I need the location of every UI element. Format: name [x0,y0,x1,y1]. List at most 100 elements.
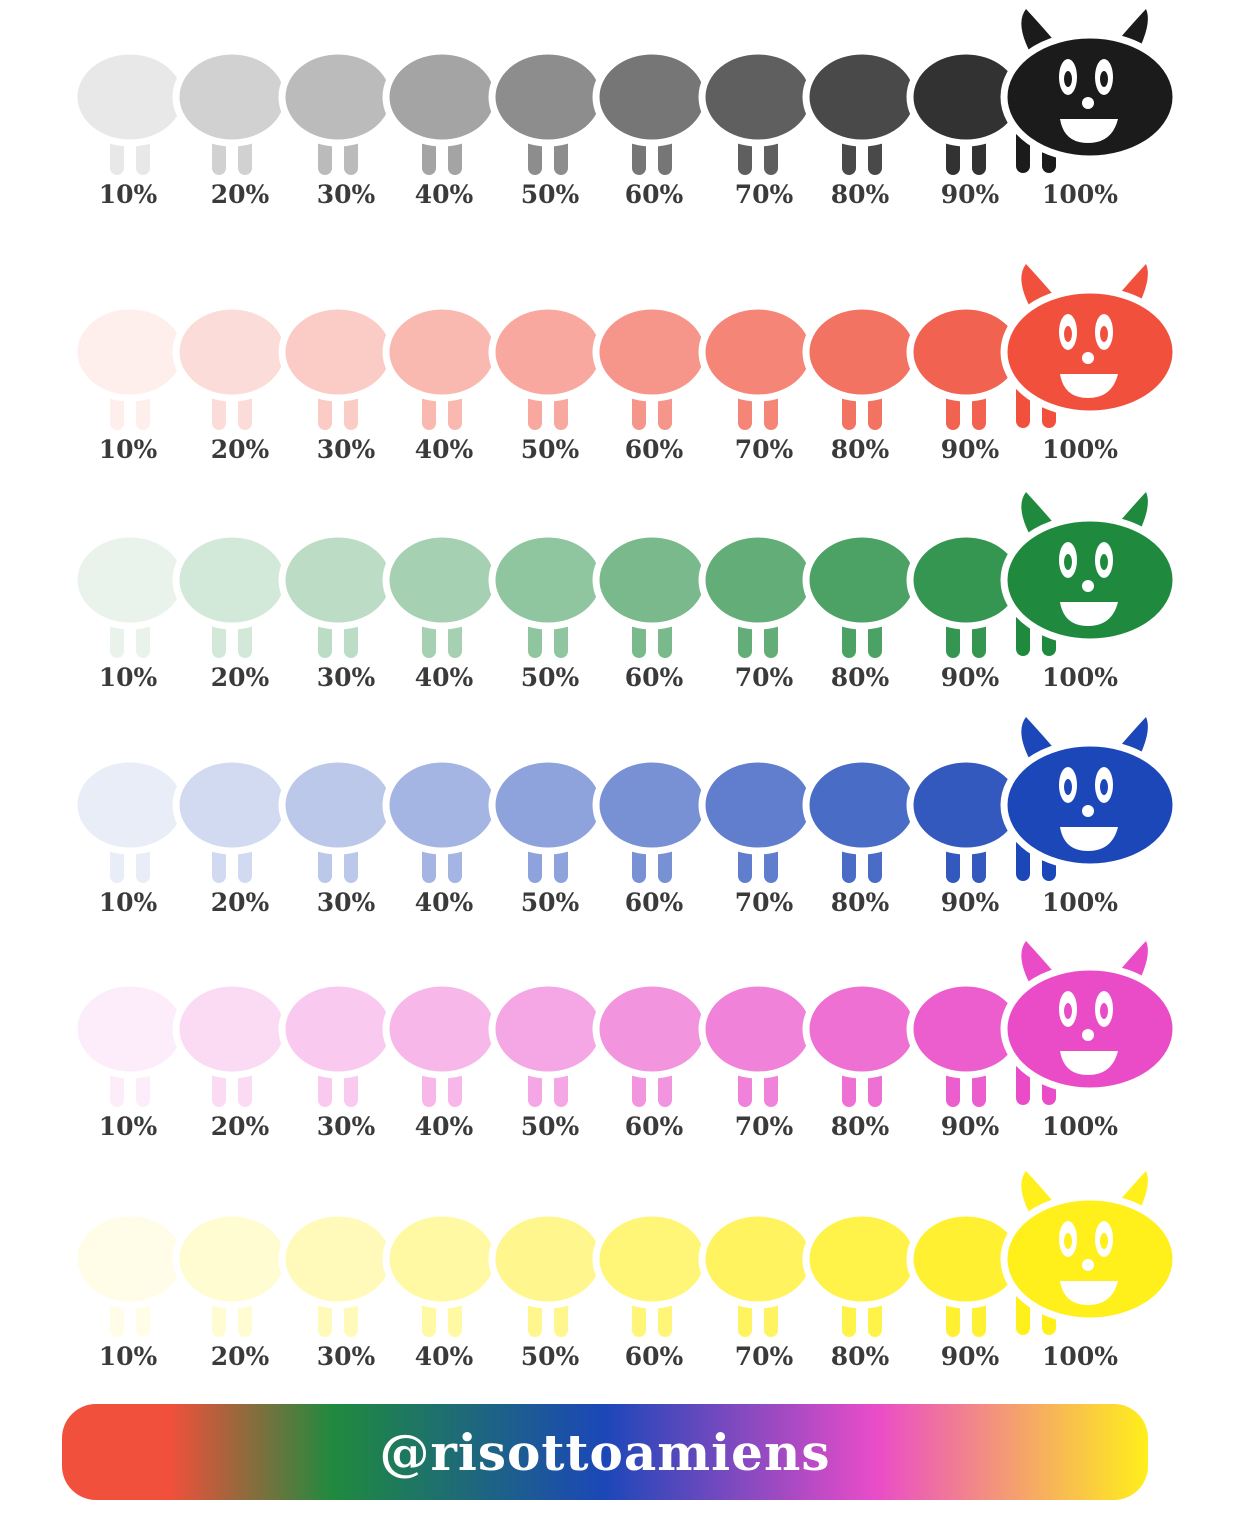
percent-label: 40% [414,663,474,692]
creature-yellow-60% [592,1209,712,1337]
percent-label: 30% [316,888,376,917]
percent-label: 70% [734,888,794,917]
percent-label: 70% [734,1112,794,1141]
percent-label: 60% [624,180,684,209]
creature-green-60% [592,530,712,658]
creature-pink-50% [488,979,608,1107]
percent-label: 10% [98,663,158,692]
percent-label: 30% [316,663,376,692]
percent-label: 50% [520,180,580,209]
percent-label: 100% [1042,180,1118,209]
percent-label: 10% [98,180,158,209]
creature-red-50% [488,302,608,430]
creature-green-100% [1000,492,1180,656]
percent-label: 40% [414,435,474,464]
creature-green-30% [278,530,398,658]
percent-label: 60% [624,1342,684,1371]
tint-row-blue: 10% 20% 30% 40% 50% 60% 70% 80% 90% 100% [0,708,1252,948]
creature-black-70% [698,47,818,175]
row-art [70,9,1180,175]
row-art [70,492,1180,658]
creature-red-60% [592,302,712,430]
percent-label: 20% [210,1342,270,1371]
banner-handle: @risottoamiens [379,1422,831,1482]
creature-pink-10% [70,979,190,1107]
creature-yellow-90% [906,1209,1026,1337]
creature-pink-80% [802,979,922,1107]
percent-label: 60% [624,663,684,692]
creature-black-50% [488,47,608,175]
percent-label: 60% [624,888,684,917]
tint-row-black: 10% 20% 30% 40% 50% 60% 70% 80% 90% 100% [0,0,1252,240]
creature-yellow-50% [488,1209,608,1337]
creature-pink-100% [1000,941,1180,1105]
percent-label: 30% [316,180,376,209]
percent-label: 40% [414,180,474,209]
percent-label: 60% [624,435,684,464]
creature-blue-80% [802,755,922,883]
percent-label: 20% [210,180,270,209]
tint-row-red: 10% 20% 30% 40% 50% 60% 70% 80% 90% 100% [0,255,1252,495]
row-art [70,264,1180,430]
percent-label: 50% [520,888,580,917]
creature-green-80% [802,530,922,658]
percent-label: 50% [520,1342,580,1371]
percent-label: 60% [624,1112,684,1141]
creature-black-100% [1000,9,1180,173]
row-art [70,941,1180,1107]
percent-label: 100% [1042,888,1118,917]
percent-label: 90% [940,888,1000,917]
percent-label: 20% [210,435,270,464]
creature-yellow-70% [698,1209,818,1337]
percent-label: 100% [1042,1112,1118,1141]
creature-black-40% [382,47,502,175]
percent-label: 100% [1042,435,1118,464]
percent-label: 80% [830,180,890,209]
creature-blue-50% [488,755,608,883]
percent-label: 20% [210,663,270,692]
creature-yellow-30% [278,1209,398,1337]
creature-pink-90% [906,979,1026,1107]
percent-label: 80% [830,435,890,464]
percent-label: 70% [734,180,794,209]
creature-green-10% [70,530,190,658]
creature-yellow-80% [802,1209,922,1337]
creature-blue-70% [698,755,818,883]
handle-banner: @risottoamiens [62,1404,1148,1500]
creature-red-90% [906,302,1026,430]
percent-label: 80% [830,663,890,692]
percent-label: 40% [414,1112,474,1141]
creature-blue-30% [278,755,398,883]
creature-black-60% [592,47,712,175]
creature-pink-70% [698,979,818,1107]
percent-label: 90% [940,1342,1000,1371]
percent-label: 90% [940,1112,1000,1141]
percent-label: 50% [520,1112,580,1141]
creature-yellow-40% [382,1209,502,1337]
creature-yellow-100% [1000,1171,1180,1335]
banner-gradient [62,1404,1148,1500]
percent-label: 30% [316,435,376,464]
creature-pink-40% [382,979,502,1107]
creature-pink-20% [172,979,292,1107]
percent-label: 50% [520,435,580,464]
percent-label: 50% [520,663,580,692]
percent-label: 90% [940,435,1000,464]
creature-yellow-20% [172,1209,292,1337]
creature-black-20% [172,47,292,175]
row-art [70,1171,1180,1337]
percent-label: 70% [734,1342,794,1371]
percent-label: 40% [414,888,474,917]
tint-row-pink: 10% 20% 30% 40% 50% 60% 70% 80% 90% 100% [0,932,1252,1172]
creature-black-10% [70,47,190,175]
percent-label: 10% [98,435,158,464]
percent-label: 70% [734,435,794,464]
creature-green-40% [382,530,502,658]
percent-label: 10% [98,1112,158,1141]
creature-blue-90% [906,755,1026,883]
row-art [70,717,1180,883]
creature-green-20% [172,530,292,658]
percent-label: 20% [210,1112,270,1141]
percent-label: 40% [414,1342,474,1371]
creature-black-80% [802,47,922,175]
